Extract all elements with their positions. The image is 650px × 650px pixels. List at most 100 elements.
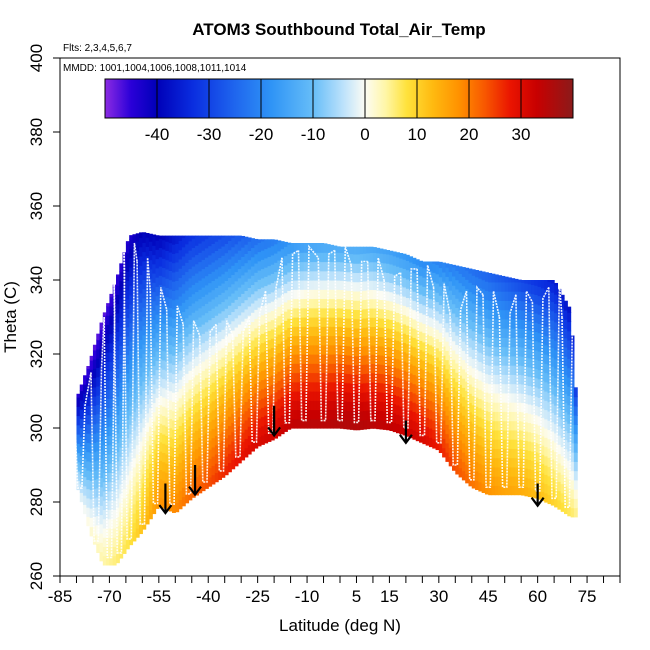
heatmap-cell [488,392,493,403]
heatmap-cell [195,254,199,265]
colorbar-tick-label: 10 [408,125,427,144]
heatmap-cell [132,513,137,523]
heatmap-cell [455,325,460,336]
y-tick-label: 280 [27,488,46,516]
heatmap-cell [135,509,140,520]
heatmap-cell [425,389,430,400]
heatmap-cell [142,297,147,308]
heatmap-cell [145,468,150,479]
heatmap-cell [435,421,440,432]
heatmap-cell [99,458,104,469]
heatmap-cell [116,340,120,351]
heatmap-cell [422,425,427,435]
heatmap-cell [379,401,384,412]
heatmap-cell [181,487,186,498]
heatmap-cell [508,420,512,431]
heatmap-cell [537,286,542,297]
heatmap-cell [260,239,265,242]
heatmap-cell [386,411,391,422]
heatmap-cell [195,430,199,441]
heatmap-cell [106,444,111,455]
heatmap-cell [458,365,463,376]
heatmap-cell [356,411,361,422]
heatmap-cell [442,336,447,347]
heatmap-cell [573,396,578,407]
heatmap-cell [228,406,232,417]
heatmap-cell [214,278,219,288]
heatmap-cell [172,262,176,273]
colorbar-tick-label: 0 [360,125,369,144]
heatmap-cell [102,481,107,492]
heatmap-cell [125,326,130,337]
heatmap-cell [254,244,259,255]
heatmap-cell [125,298,130,309]
heatmap-cell [333,344,338,355]
heatmap-cell [241,284,246,294]
heatmap-cell [425,334,430,344]
heatmap-cell [376,391,381,402]
heatmap-cell [438,313,443,324]
heatmap-cell [508,374,512,385]
heatmap-cell [481,271,486,281]
heatmap-cell [517,402,522,412]
heatmap-cell [135,426,140,436]
heatmap-cell [396,414,400,424]
heatmap-cell [359,299,364,310]
heatmap-cell [185,447,190,458]
heatmap-cell [372,298,377,309]
heatmap-cell [534,433,539,444]
heatmap-cell [422,406,427,417]
heatmap-cell [346,419,351,430]
heatmap-cell [488,374,493,385]
heatmap-cell [257,260,262,271]
heatmap-cell [508,300,512,311]
heatmap-cell [494,392,499,403]
heatmap-cell [92,386,97,397]
heatmap-cell [162,489,167,500]
heatmap-cell [201,314,206,325]
heatmap-cell [307,335,311,346]
heatmap-cell [125,372,130,383]
heatmap-cell [550,292,555,303]
heatmap-cell [277,287,282,298]
heatmap-cell [208,421,213,432]
heatmap-cell [274,280,279,291]
heatmap-cell [402,425,407,436]
heatmap-cell [152,393,157,404]
heatmap-cell [570,479,575,490]
heatmap-cell [531,284,535,295]
heatmap-cell [119,419,124,430]
heatmap-cell [221,282,226,293]
heatmap-cell [428,428,433,438]
heatmap-cell [132,300,137,311]
heatmap-cell [564,467,568,478]
heatmap-cell [524,421,529,432]
heatmap-cell [349,355,354,366]
heatmap-cell [214,361,219,372]
heatmap-cell [363,327,367,338]
heatmap-cell [152,420,157,431]
heatmap-cell [554,386,559,397]
heatmap-cell [125,261,130,272]
heatmap-cell [237,425,242,436]
heatmap-cell [172,290,176,301]
heatmap-cell [204,331,209,341]
heatmap-cell [284,246,288,257]
heatmap-cell [409,308,414,318]
heatmap-cell [303,372,308,383]
heatmap-cell [554,282,559,286]
heatmap-cell [573,442,578,453]
heatmap-cell [139,366,143,377]
heatmap-cell [178,323,183,334]
heatmap-cell [125,335,130,346]
heatmap-cell [158,386,163,397]
heatmap-cell [488,365,493,375]
heatmap-cell [313,261,318,272]
heatmap-cell [458,439,463,450]
heatmap-cell [231,339,236,350]
heatmap-cell [396,266,400,276]
heatmap-cell [465,473,470,484]
heatmap-cell [293,335,298,346]
heatmap-cell [379,290,384,301]
heatmap-cell [379,280,384,291]
